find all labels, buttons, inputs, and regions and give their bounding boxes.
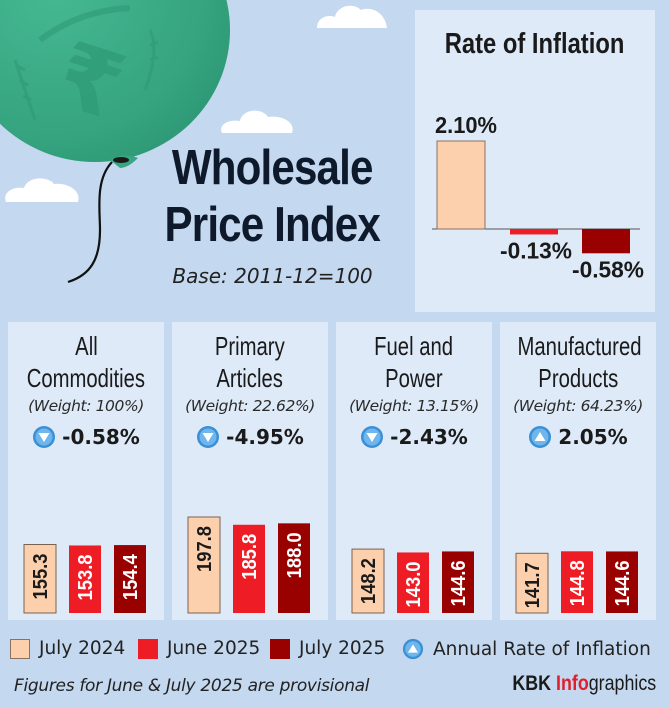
- bar-july-2024: [187, 516, 221, 614]
- down-arrow-icon: [197, 426, 220, 448]
- rate-bar-july-2024: [436, 140, 486, 230]
- bar-value-label: 185.8: [239, 534, 261, 580]
- category-title: Primary Articles: [215, 331, 285, 393]
- balloon-string: [67, 161, 113, 284]
- bar-value-label: 144.8: [567, 560, 589, 606]
- category-bar-chart: 148.2 143.0 144.6: [351, 548, 474, 614]
- annual-rate-value: -2.43%: [390, 425, 468, 449]
- bar-value-label: 144.6: [448, 560, 470, 606]
- down-arrow-icon: [33, 426, 56, 448]
- legend-swatch: [138, 638, 158, 659]
- bar-value-label: 155.3: [30, 554, 52, 600]
- legend-label: July 2024: [39, 638, 126, 659]
- bar-value-label: 153.8: [75, 554, 97, 600]
- bar-value-label: 148.2: [358, 558, 380, 604]
- legend-label: July 2025: [299, 638, 386, 659]
- category-panel-all-commodities: 155.3 153.8 154.4 All Commodities (Weight: …: [8, 322, 164, 620]
- bar-value-label: 197.8: [194, 526, 216, 572]
- balloon-body: [0, 0, 230, 162]
- rate-bar-label: 2.10%: [435, 112, 497, 138]
- legend-item-june-2025: June 2025: [138, 638, 260, 659]
- category-panel-manufactured-products: 141.7 144.8 144.6 Manufactured Products (We…: [500, 322, 656, 620]
- bar-july-2025: [606, 551, 638, 613]
- category-weight: (Weight: 22.62%): [185, 397, 315, 415]
- bar-july-2025: [114, 545, 146, 613]
- rupee-balloon-illustration: ₹: [0, 0, 230, 284]
- rate-of-inflation-chart: 2.10% -0.13%-0.58%: [432, 112, 644, 282]
- bar-june-2025: [561, 551, 593, 613]
- category-panel-primary-articles: 197.8 185.8 188.0 Primary Articles (Weight:…: [172, 322, 328, 620]
- credit-logo: KBK Infographics: [512, 672, 656, 695]
- category-title: Manufactured Products: [517, 331, 642, 393]
- cloud-icon: [221, 110, 293, 133]
- category-weight: (Weight: 64.23%): [513, 397, 643, 415]
- category-bar-chart: 141.7 144.8 144.6: [515, 551, 638, 614]
- base-year-text: Base: 2011-12=100: [172, 264, 373, 288]
- legend-swatch: [10, 638, 30, 659]
- annual-rate: 2.05%: [500, 425, 656, 449]
- legend-item-july-2025: July 2025: [270, 638, 385, 659]
- bar-value-label: 143.0: [403, 561, 425, 607]
- rate-bar-july-2025: [582, 229, 630, 254]
- bar-june-2025: [233, 524, 265, 613]
- title-block: Wholesale Price Index Base: 2011-12=100: [140, 140, 405, 288]
- annual-rate-value: -0.58%: [62, 425, 140, 449]
- category-panel-fuel-and-power: 148.2 143.0 144.6 Fuel and Power (Weight: 1…: [336, 322, 492, 620]
- cloud-icon: [317, 5, 387, 28]
- bar-value-label: 154.4: [120, 553, 142, 600]
- annual-rate-value: -4.95%: [226, 425, 304, 449]
- category-title: Fuel and Power: [374, 331, 454, 393]
- rate-of-inflation-panel: Rate of Inflation 2.10% -0.13% -0.58%: [415, 10, 655, 312]
- category-weight: (Weight: 100%): [28, 397, 144, 415]
- down-arrow-icon: [361, 426, 384, 448]
- bar-july-2024: [351, 548, 385, 614]
- annual-rate: -0.58%: [8, 425, 164, 449]
- bar-june-2025: [69, 545, 101, 613]
- annual-rate: -2.43%: [336, 425, 492, 449]
- bar-july-2025: [278, 523, 310, 613]
- cloud-icon: [5, 178, 79, 202]
- footnote: Figures for June & July 2025 are provisi…: [14, 676, 370, 696]
- rate-bar-june-2025: [510, 229, 558, 235]
- bar-value-label: 188.0: [284, 532, 306, 578]
- legend-label: June 2025: [167, 638, 261, 659]
- bar-value-label: 144.6: [612, 560, 634, 606]
- up-arrow-icon: [402, 638, 424, 660]
- category-bar-chart: 197.8 185.8 188.0: [187, 516, 310, 614]
- bar-july-2025: [442, 551, 474, 613]
- legend-swatch: [270, 638, 290, 659]
- up-arrow-icon: [529, 426, 552, 448]
- category-bar-chart: 155.3 153.8 154.4: [23, 544, 146, 614]
- category-weight: (Weight: 13.15%): [349, 397, 479, 415]
- legend: July 2024 June 2025 July 2025 Annual Rat…: [10, 638, 665, 666]
- category-title: All Commodities: [26, 331, 146, 393]
- page-title: Wholesale Price Index: [164, 141, 381, 252]
- annual-rate-value: 2.05%: [558, 425, 628, 449]
- legend-item-annual-rate: Annual Rate of Inflation: [402, 638, 651, 660]
- legend-item-july-2024: July 2024: [10, 638, 125, 659]
- legend-label: Annual Rate of Inflation: [433, 638, 651, 660]
- hero-illustration: ₹: [0, 0, 410, 310]
- bar-value-label: 141.7: [522, 562, 544, 608]
- bar-july-2024: [23, 544, 57, 614]
- rate-bar-label: -0.13%: [500, 237, 572, 263]
- bar-june-2025: [397, 552, 429, 613]
- annual-rate: -4.95%: [172, 425, 328, 449]
- bar-july-2024: [515, 552, 549, 614]
- rate-panel-title: Rate of Inflation: [445, 28, 625, 60]
- rate-bar-label: -0.58%: [572, 256, 644, 282]
